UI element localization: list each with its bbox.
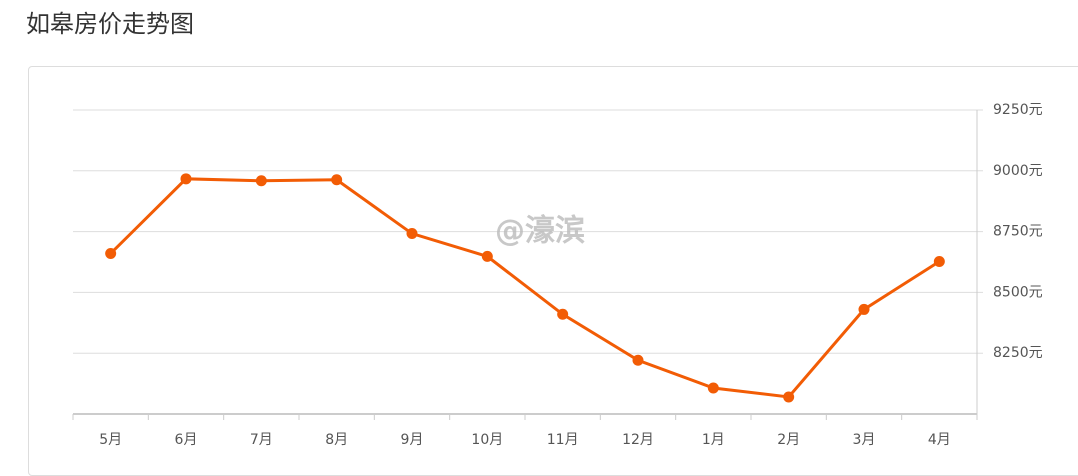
x-tick-label: 2月 <box>777 432 800 448</box>
x-tick-label: 9月 <box>401 432 424 448</box>
watermark: @濠滨 <box>495 214 585 249</box>
x-tick-label: 4月 <box>928 432 951 448</box>
x-tick-label: 7月 <box>250 432 273 448</box>
point <box>180 173 192 185</box>
point <box>933 256 945 268</box>
point <box>858 303 870 315</box>
x-tick-label: 8月 <box>325 432 348 448</box>
y-tick-label: 9000元 <box>993 163 1043 179</box>
page: {"chart_data": {"type": "line", "title":… <box>26 10 1078 476</box>
y-tick-label: 8750元 <box>993 224 1043 240</box>
chart-title: 如皋房价走势图 <box>26 10 194 38</box>
point <box>406 228 418 240</box>
x-tick-label: 11月 <box>547 432 579 448</box>
point <box>632 354 644 366</box>
x-tick-label: 1月 <box>702 432 725 448</box>
y-tick-label: 8250元 <box>993 345 1043 361</box>
y-tick-label: 9250元 <box>993 102 1043 118</box>
point <box>331 174 343 186</box>
x-tick-label: 6月 <box>175 432 198 448</box>
y-tick-label: 8500元 <box>993 284 1043 300</box>
x-tick-label: 3月 <box>853 432 876 448</box>
x-tick-label: 10月 <box>471 432 503 448</box>
x-tick-label: 12月 <box>622 432 654 448</box>
point <box>557 308 569 320</box>
x-tick-label: 5月 <box>99 432 122 448</box>
line <box>109 177 941 399</box>
point <box>105 247 117 259</box>
point <box>481 250 493 262</box>
chart: 8250元 8500元 8750元 9000元 9250元 5月 6月 7月 8月 9月 10月 11… <box>72 102 1043 448</box>
point <box>707 382 719 394</box>
point <box>255 175 267 187</box>
point <box>783 391 795 403</box>
